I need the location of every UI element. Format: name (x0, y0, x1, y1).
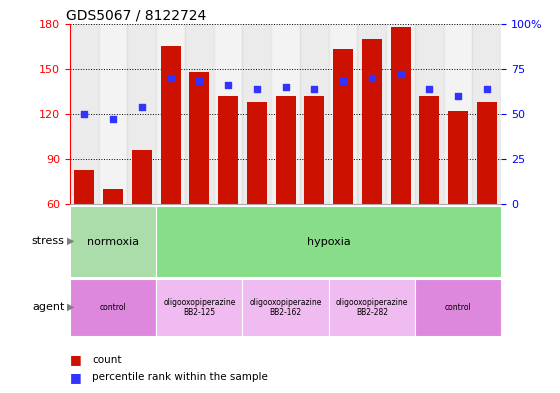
Point (195, 78, 204, 84)
Bar (70, 279, 99, 336)
Text: stress: stress (31, 236, 64, 246)
Bar (415, 279, 444, 336)
Bar (156, 206, 185, 277)
Bar (161, 46, 181, 204)
Bar (214, 24, 242, 204)
Bar (333, 49, 353, 204)
Bar (99, 206, 128, 277)
Point (281, 84, 290, 90)
Bar (218, 96, 238, 204)
Text: percentile rank within the sample: percentile rank within the sample (92, 372, 268, 382)
Text: oligooxopiperazine
BB2-162: oligooxopiperazine BB2-162 (249, 298, 322, 317)
Text: control: control (445, 303, 472, 312)
Bar (185, 206, 214, 277)
Bar (74, 170, 95, 204)
Bar (185, 24, 214, 204)
Bar (473, 24, 501, 204)
Bar (70, 206, 99, 277)
Bar (390, 27, 410, 204)
Bar (415, 279, 501, 336)
Bar (156, 279, 242, 336)
Bar (214, 206, 242, 277)
Text: oligooxopiperazine
BB2-125: oligooxopiperazine BB2-125 (163, 298, 236, 317)
Text: control: control (100, 303, 127, 312)
Bar (329, 206, 357, 277)
Text: ■: ■ (70, 371, 82, 384)
Bar (103, 189, 123, 204)
Bar (70, 24, 99, 204)
Bar (473, 206, 501, 277)
Bar (300, 206, 329, 277)
Point (109, 116, 118, 123)
Bar (329, 279, 357, 336)
Point (166, 75, 175, 81)
Bar (242, 279, 329, 336)
Point (482, 86, 491, 92)
Bar (304, 96, 324, 204)
Bar (419, 96, 440, 204)
Point (253, 86, 262, 92)
Bar (300, 279, 329, 336)
Bar (247, 102, 267, 204)
Bar (70, 279, 156, 336)
Point (223, 82, 232, 88)
Bar (156, 206, 501, 277)
Bar (132, 150, 152, 204)
Bar (477, 102, 497, 204)
Text: ▶: ▶ (67, 301, 74, 312)
Bar (329, 279, 415, 336)
Bar (271, 206, 300, 277)
Bar (415, 24, 444, 204)
Bar (473, 279, 501, 336)
Point (137, 104, 146, 110)
Bar (242, 206, 271, 277)
Bar (386, 206, 415, 277)
Bar (271, 279, 300, 336)
Point (425, 86, 434, 92)
Bar (357, 24, 386, 204)
Bar (128, 24, 156, 204)
Text: hypoxia: hypoxia (307, 237, 351, 247)
Text: ▶: ▶ (67, 236, 74, 246)
Bar (242, 24, 271, 204)
Bar (329, 24, 357, 204)
Text: GDS5067 / 8122724: GDS5067 / 8122724 (66, 8, 206, 22)
Bar (99, 24, 128, 204)
Bar (242, 279, 271, 336)
Bar (415, 206, 444, 277)
Bar (185, 279, 214, 336)
Bar (444, 206, 473, 277)
Bar (271, 24, 300, 204)
Bar (70, 206, 156, 277)
Bar (189, 72, 209, 204)
Bar (214, 279, 242, 336)
Bar (362, 39, 382, 204)
Bar (357, 206, 386, 277)
Point (310, 86, 319, 92)
Bar (448, 111, 468, 204)
Bar (128, 279, 156, 336)
Point (454, 93, 463, 99)
Point (80, 111, 89, 117)
Bar (128, 206, 156, 277)
Text: count: count (92, 354, 122, 365)
Bar (276, 96, 296, 204)
Text: normoxia: normoxia (87, 237, 139, 247)
Bar (156, 24, 185, 204)
Point (396, 71, 405, 77)
Bar (386, 279, 415, 336)
Bar (357, 279, 386, 336)
Text: ■: ■ (70, 353, 82, 366)
Bar (300, 24, 329, 204)
Bar (444, 279, 473, 336)
Bar (99, 279, 128, 336)
Bar (386, 24, 415, 204)
Text: oligooxopiperazine
BB2-282: oligooxopiperazine BB2-282 (335, 298, 408, 317)
Bar (444, 24, 473, 204)
Text: agent: agent (32, 301, 64, 312)
Point (339, 78, 348, 84)
Point (367, 75, 376, 81)
Bar (156, 279, 185, 336)
